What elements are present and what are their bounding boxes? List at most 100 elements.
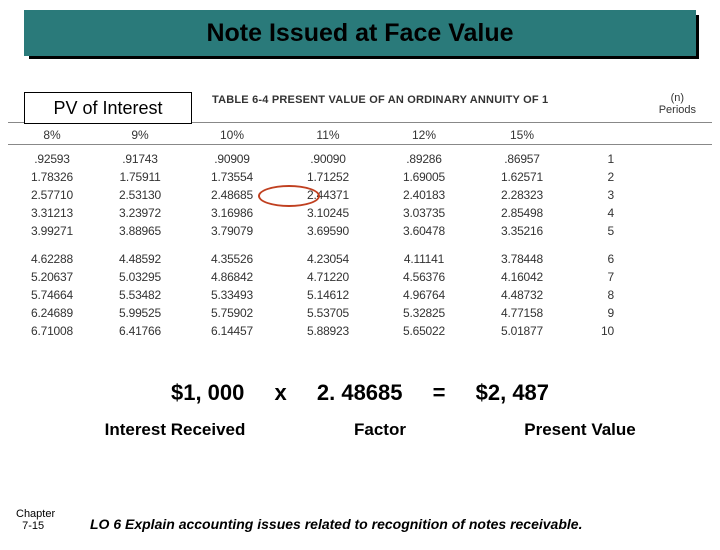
table-cell: 4.11141 — [376, 252, 472, 266]
calc-operator: x — [275, 380, 287, 405]
column-headers: 8% 9% 10% 11% 12% 15% — [8, 128, 712, 142]
table-title: TABLE 6-4 PRESENT VALUE OF AN ORDINARY A… — [212, 94, 548, 106]
table-cell: 3.10245 — [280, 206, 376, 220]
period-cell: 4 — [572, 206, 638, 220]
table-cell: 2.40183 — [376, 188, 472, 202]
table-cell: 6.71008 — [8, 324, 96, 338]
table-cell: 5.74664 — [8, 288, 96, 302]
period-cell: 10 — [572, 324, 638, 338]
table-cell: 5.01877 — [472, 324, 572, 338]
calc-result: $2, 487 — [476, 380, 549, 405]
table-cell: 2.44371 — [280, 188, 376, 202]
table-cell: 4.23054 — [280, 252, 376, 266]
table-cell: 5.53705 — [280, 306, 376, 320]
period-cell: 6 — [572, 252, 638, 266]
table-cell: 3.99271 — [8, 224, 96, 238]
table-cell: 3.69590 — [280, 224, 376, 238]
table-cell: .92593 — [8, 152, 96, 166]
label-amount: Interest Received — [40, 420, 310, 440]
table-cell: 3.88965 — [96, 224, 184, 238]
table-row: 2.577102.531302.486852.443712.401832.283… — [8, 186, 712, 204]
period-cell: 2 — [572, 170, 638, 184]
table-cell: 4.86842 — [184, 270, 280, 284]
table-cell: 4.56376 — [376, 270, 472, 284]
table-cell: .91743 — [96, 152, 184, 166]
table-cell: 1.78326 — [8, 170, 96, 184]
label-factor: Factor — [310, 420, 450, 440]
table-cell: 5.75902 — [184, 306, 280, 320]
table-cell: 2.85498 — [472, 206, 572, 220]
table-cell: 4.71220 — [280, 270, 376, 284]
table-cell: 3.31213 — [8, 206, 96, 220]
table-cell: 4.16042 — [472, 270, 572, 284]
table-cell: 3.03735 — [376, 206, 472, 220]
table-cell: .86957 — [472, 152, 572, 166]
table-cell: 2.48685 — [184, 188, 280, 202]
chapter-label: Chapter 7-15 — [16, 508, 55, 532]
col-header: 8% — [8, 128, 96, 142]
table-row: 5.206375.032954.868424.712204.563764.160… — [8, 268, 712, 286]
table-cell: 5.53482 — [96, 288, 184, 302]
chapter-number: 7-15 — [22, 520, 44, 532]
table-cell: 4.62288 — [8, 252, 96, 266]
label-result: Present Value — [480, 420, 680, 440]
table-cell: .89286 — [376, 152, 472, 166]
table-cell: 1.62571 — [472, 170, 572, 184]
table-cell: 2.57710 — [8, 188, 96, 202]
title-banner: Note Issued at Face Value — [24, 10, 696, 56]
n-label-top: (n) — [671, 92, 684, 104]
n-label-bottom: Periods — [659, 104, 696, 116]
table-row: 3.992713.889653.790793.695903.604783.352… — [8, 222, 712, 240]
learning-objective: LO 6 Explain accounting issues related t… — [90, 516, 582, 532]
period-cell: 5 — [572, 224, 638, 238]
table-row: .92593.91743.90909.90090.89286.869571 — [8, 150, 712, 168]
calculation-labels: Interest Received Factor Present Value — [0, 420, 720, 440]
table-cell: 1.73554 — [184, 170, 280, 184]
n-periods-label: (n) Periods — [659, 92, 696, 116]
table-cell: 4.48592 — [96, 252, 184, 266]
table-cell: 4.35526 — [184, 252, 280, 266]
table-cell: 4.96764 — [376, 288, 472, 302]
slide-title: Note Issued at Face Value — [24, 10, 696, 56]
chapter-word: Chapter — [16, 508, 55, 520]
col-header: 11% — [280, 128, 376, 142]
table-row: 3.312133.239723.169863.102453.037352.854… — [8, 204, 712, 222]
table-row: 6.710086.417666.144575.889235.650225.018… — [8, 322, 712, 340]
col-header: 10% — [184, 128, 280, 142]
period-cell: 9 — [572, 306, 638, 320]
period-cell: 8 — [572, 288, 638, 302]
table-cell: 6.14457 — [184, 324, 280, 338]
table-cell: 5.99525 — [96, 306, 184, 320]
table-cell: 4.48732 — [472, 288, 572, 302]
table-cell: 5.65022 — [376, 324, 472, 338]
table-cell: 1.75911 — [96, 170, 184, 184]
pv-of-interest-label: PV of Interest — [24, 92, 192, 124]
col-header: 15% — [472, 128, 572, 142]
table-cell: 5.14612 — [280, 288, 376, 302]
table-cell: 3.60478 — [376, 224, 472, 238]
table-cell: 2.53130 — [96, 188, 184, 202]
table-cell: 2.28323 — [472, 188, 572, 202]
table-cell: 3.16986 — [184, 206, 280, 220]
table-row: 6.246895.995255.759025.537055.328254.771… — [8, 304, 712, 322]
calc-factor: 2. 48685 — [317, 380, 403, 405]
calc-amount: $1, 000 — [171, 380, 244, 405]
table-body: .92593.91743.90909.90090.89286.8695711.7… — [8, 150, 712, 340]
table-cell: 3.78448 — [472, 252, 572, 266]
table-cell: 4.77158 — [472, 306, 572, 320]
table-cell: 6.41766 — [96, 324, 184, 338]
calc-equals: = — [433, 380, 446, 405]
table-rule-mid — [8, 144, 712, 145]
table-cell: 1.71252 — [280, 170, 376, 184]
calculation-line: $1, 000 x 2. 48685 = $2, 487 — [0, 380, 720, 406]
table-cell: 1.69005 — [376, 170, 472, 184]
col-header: 9% — [96, 128, 184, 142]
period-cell: 7 — [572, 270, 638, 284]
col-header: 12% — [376, 128, 472, 142]
table-row: 1.783261.759111.735541.712521.690051.625… — [8, 168, 712, 186]
table-row: 4.622884.485924.355264.230544.111413.784… — [8, 250, 712, 268]
period-cell: 3 — [572, 188, 638, 202]
table-cell: 3.23972 — [96, 206, 184, 220]
table-cell: .90090 — [280, 152, 376, 166]
table-cell: 5.88923 — [280, 324, 376, 338]
